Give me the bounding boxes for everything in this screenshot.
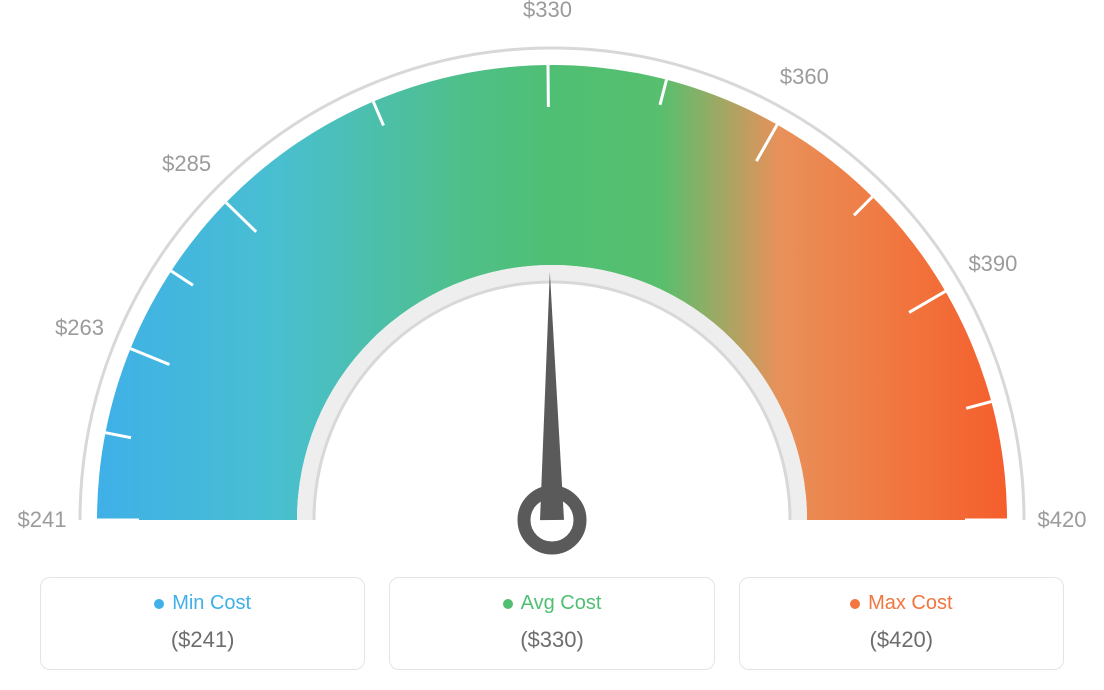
legend-card-min: Min Cost ($241) (40, 577, 365, 670)
gauge-svg (0, 0, 1104, 560)
legend-card-avg: Avg Cost ($330) (389, 577, 714, 670)
legend-title-max: Max Cost (850, 592, 952, 615)
legend-label-max: Max Cost (868, 592, 952, 615)
legend-value-avg: ($330) (400, 627, 703, 653)
gauge-tick-label: $330 (523, 0, 572, 23)
gauge-tick-label: $263 (55, 315, 104, 341)
legend-row: Min Cost ($241) Avg Cost ($330) Max Cost… (40, 577, 1064, 670)
legend-title-avg: Avg Cost (503, 592, 602, 615)
gauge-tick-label: $241 (18, 507, 67, 533)
gauge-tick-label: $390 (968, 251, 1017, 277)
legend-label-avg: Avg Cost (521, 592, 602, 615)
legend-label-min: Min Cost (172, 592, 251, 615)
legend-dot-avg (503, 599, 513, 609)
legend-dot-min (154, 599, 164, 609)
gauge-tick-label: $285 (162, 151, 211, 177)
gauge-tick-label: $360 (780, 64, 829, 90)
gauge-tick-label: $420 (1038, 507, 1087, 533)
legend-card-max: Max Cost ($420) (739, 577, 1064, 670)
legend-title-min: Min Cost (154, 592, 251, 615)
gauge-area: $241 $263 $285 $330 $360 $390 $420 (0, 0, 1104, 560)
legend-dot-max (850, 599, 860, 609)
legend-value-max: ($420) (750, 627, 1053, 653)
legend-value-min: ($241) (51, 627, 354, 653)
cost-gauge-chart: $241 $263 $285 $330 $360 $390 $420 Min Cost ($… (0, 0, 1104, 690)
